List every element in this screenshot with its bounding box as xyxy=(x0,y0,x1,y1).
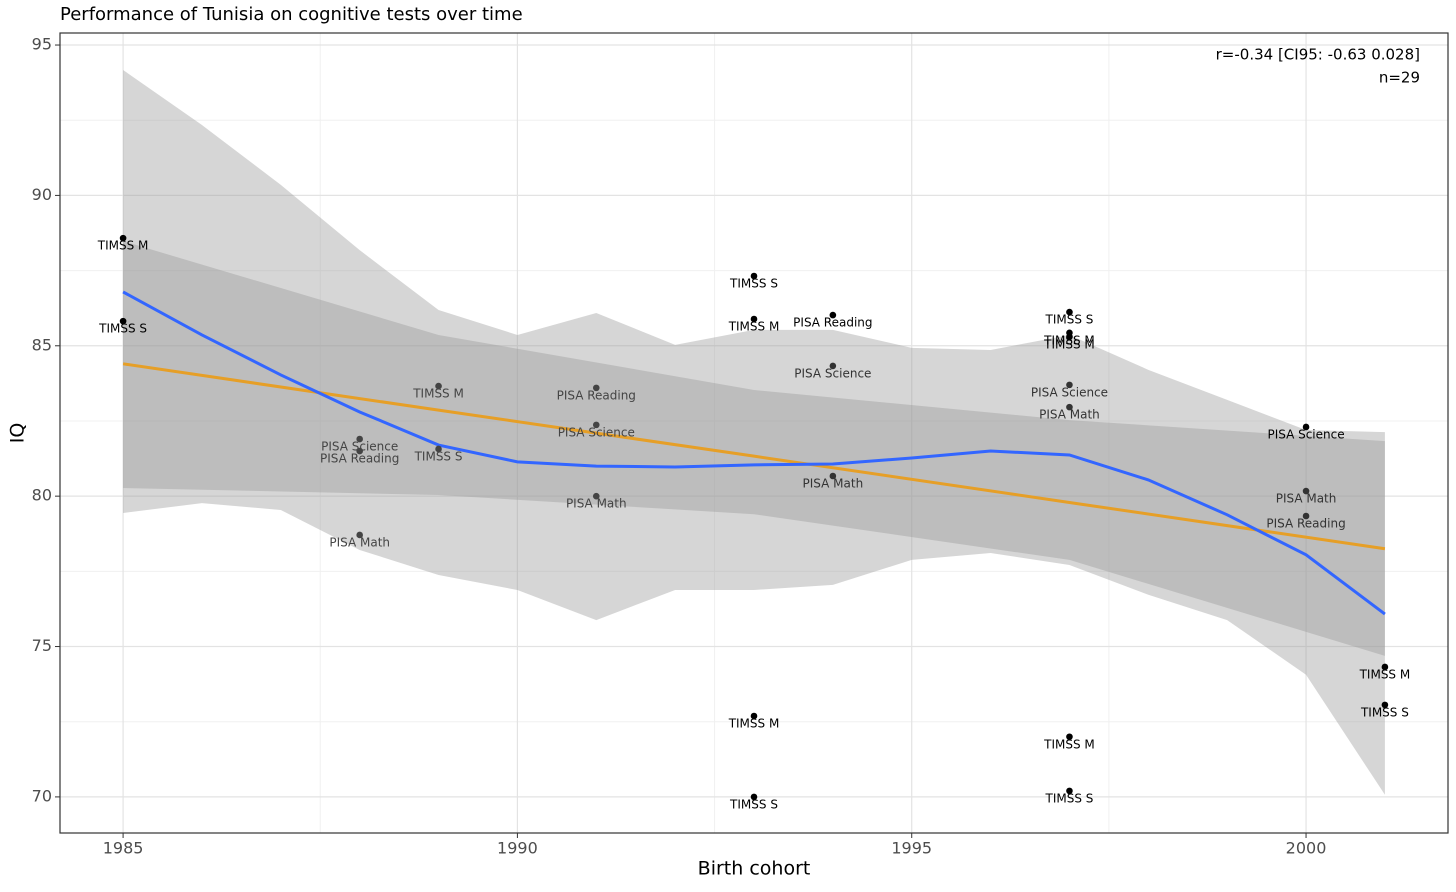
point-label: TIMSS M xyxy=(1043,337,1095,351)
data-point xyxy=(1066,403,1073,411)
data-point xyxy=(356,447,363,455)
panel-border xyxy=(59,32,1449,834)
point-label: PISA Reading xyxy=(320,452,399,466)
point-label: TIMSS S xyxy=(1045,791,1094,805)
y-tick-label: 85 xyxy=(32,335,52,354)
point-label: PISA Reading xyxy=(557,388,636,402)
data-point xyxy=(750,315,758,323)
data-point xyxy=(1066,733,1073,741)
point-label: PISA Science xyxy=(794,366,871,380)
annotation: n=29 xyxy=(1379,69,1420,87)
data-point xyxy=(592,384,600,392)
x-axis-label: Birth cohort xyxy=(698,858,811,880)
data-point xyxy=(1381,701,1389,709)
point-label: TIMSS S xyxy=(1045,313,1094,327)
point-label: PISA Science xyxy=(1267,427,1344,441)
data-point xyxy=(1381,663,1389,671)
data-point xyxy=(1302,512,1310,520)
point-label: TIMSS M xyxy=(1043,737,1095,751)
y-tick-label: 70 xyxy=(32,786,52,805)
data-point xyxy=(750,712,758,720)
point-label: PISA Science xyxy=(321,440,398,454)
point-label: PISA Science xyxy=(558,425,635,439)
data-point xyxy=(829,472,837,480)
data-point xyxy=(435,382,442,390)
trend-line xyxy=(122,362,1386,551)
data-point xyxy=(356,435,363,443)
data-point xyxy=(1066,308,1073,316)
point-label: TIMSS S xyxy=(729,797,778,811)
y-tick-label: 95 xyxy=(32,35,52,54)
data-point xyxy=(829,311,837,319)
point-label: PISA Math xyxy=(1276,492,1337,506)
data-point xyxy=(119,317,127,325)
data-point xyxy=(750,272,758,280)
point-label: TIMSS S xyxy=(1360,705,1409,719)
point-label: TIMSS M xyxy=(1043,333,1095,347)
point-label: TIMSS S xyxy=(98,322,147,336)
annotation: r=-0.34 [CI95: -0.63 0.028] xyxy=(1216,46,1420,64)
data-point xyxy=(1066,787,1073,795)
point-label: PISA Reading xyxy=(793,316,872,330)
data-point xyxy=(1066,381,1073,389)
data-point xyxy=(1302,487,1310,495)
point-label: PISA Math xyxy=(566,497,627,511)
data-point xyxy=(592,492,600,500)
point-label: PISA Math xyxy=(329,535,390,549)
data-point xyxy=(829,362,837,370)
point-label: PISA Math xyxy=(1039,408,1100,422)
data-point xyxy=(119,234,127,242)
point-label: PISA Math xyxy=(803,477,864,491)
point-label: TIMSS M xyxy=(728,320,780,334)
data-point xyxy=(1066,333,1073,341)
data-point xyxy=(356,531,363,539)
chart-title: Performance of Tunisia on cognitive test… xyxy=(60,4,523,25)
y-axis-label: IQ xyxy=(7,423,29,444)
x-tick-label: 1985 xyxy=(103,839,144,858)
point-label: PISA Science xyxy=(1031,385,1108,399)
point-label: TIMSS M xyxy=(728,717,780,731)
y-tick-label: 90 xyxy=(32,185,52,204)
y-tick-label: 80 xyxy=(32,486,52,505)
trend-line xyxy=(122,290,1386,616)
data-point xyxy=(435,445,442,453)
data-point xyxy=(592,421,600,429)
x-tick-label: 2000 xyxy=(1286,839,1327,858)
x-tick-label: 1990 xyxy=(497,839,538,858)
confidence-band xyxy=(123,69,1385,795)
point-label: TIMSS M xyxy=(1359,667,1411,681)
point-label: TIMSS S xyxy=(414,449,463,463)
point-label: PISA Reading xyxy=(1266,517,1345,531)
y-tick-label: 75 xyxy=(32,636,52,655)
point-label: TIMSS M xyxy=(412,387,464,401)
point-label: TIMSS M xyxy=(97,239,149,253)
data-point xyxy=(750,793,758,801)
x-tick-label: 1995 xyxy=(891,839,932,858)
point-label: TIMSS S xyxy=(729,277,778,291)
data-point xyxy=(1302,423,1310,431)
confidence-band xyxy=(123,241,1385,656)
